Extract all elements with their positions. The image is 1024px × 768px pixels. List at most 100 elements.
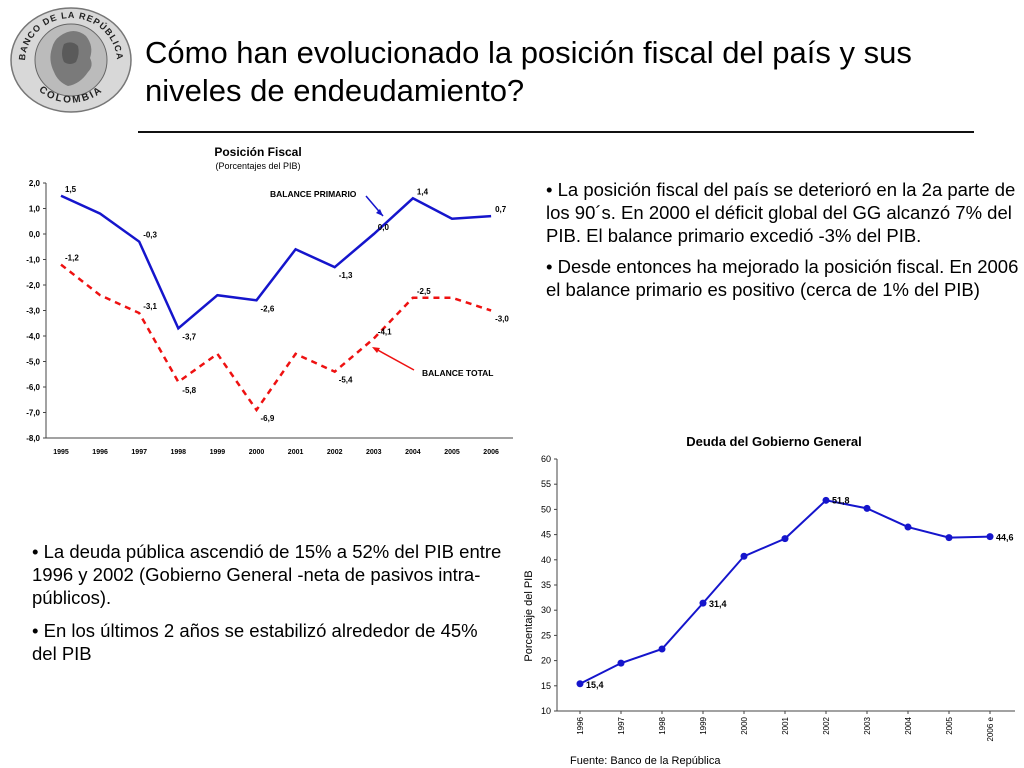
fiscal-y-tick-label: 0,0 (29, 230, 41, 239)
fiscal-position-chart: Posición Fiscal (Porcentajes del PIB) 2,… (8, 136, 520, 468)
fiscal-x-tick-label: 1996 (92, 449, 108, 456)
debt-bullet-2: En los últimos 2 años se estabilizó alre… (32, 619, 502, 665)
debt-y-tick-label: 10 (541, 706, 551, 716)
fiscal-y-tick-label: -4,0 (26, 332, 40, 341)
fiscal-chart-title: Posición Fiscal (214, 145, 301, 159)
debt-y-tick-label: 60 (541, 454, 551, 464)
debt-y-tick-label: 30 (541, 605, 551, 615)
debt-y-tick-label: 50 (541, 504, 551, 514)
balance-total-arrow (373, 347, 415, 371)
debt-x-tick-label: 1999 (699, 716, 708, 734)
debt-x-tick-label: 2005 (945, 716, 954, 734)
balance-primario-data-label: 0,0 (378, 223, 390, 232)
balance-total-data-label: -5,4 (339, 376, 353, 385)
fiscal-y-tick-label: -6,0 (26, 383, 40, 392)
chart-background (8, 136, 520, 468)
debt-y-tick-label: 20 (541, 656, 551, 666)
debt-point (699, 599, 707, 607)
debt-data-label: 15,4 (586, 680, 604, 690)
debt-data-label: 31,4 (709, 599, 727, 609)
debt-point (740, 552, 748, 560)
fiscal-bullet-1: La posición fiscal del país se deterioró… (546, 178, 1021, 247)
debt-data-label: 44,6 (996, 533, 1014, 543)
fiscal-y-tick-label: -3,0 (26, 307, 40, 316)
debt-x-tick-label: 2001 (781, 716, 790, 734)
fiscal-chart-subtitle: (Porcentajes del PIB) (215, 161, 300, 171)
debt-line (579, 499, 991, 685)
debt-point (986, 533, 994, 541)
balance-primario-annotation: BALANCE PRIMARIO (270, 189, 357, 199)
fiscal-x-tick-label: 2001 (288, 449, 304, 456)
fiscal-x-tick-label: 1998 (171, 449, 187, 456)
debt-point (781, 535, 789, 543)
fiscal-x-tick-label: 2002 (327, 449, 343, 456)
fiscal-x-tick-label: 1995 (53, 449, 69, 456)
balance-total-data-label: -6,9 (261, 414, 275, 423)
debt-chart-title: Deuda del Gobierno General (686, 434, 862, 449)
fiscal-y-tick-label: -7,0 (26, 409, 40, 418)
debt-x-tick-label: 2002 (822, 716, 831, 734)
fiscal-bullets: La posición fiscal del país se deterioró… (546, 178, 1021, 309)
debt-y-tick-label: 40 (541, 555, 551, 565)
debt-x-tick-label: 2003 (863, 716, 872, 734)
fiscal-x-tick-label: 2004 (405, 449, 421, 456)
balance-total-data-label: -5,8 (182, 386, 196, 395)
debt-y-tick-label: 25 (541, 630, 551, 640)
fiscal-bullet-2: Desde entonces ha mejorado la posición f… (546, 255, 1021, 301)
fiscal-y-tick-label: -5,0 (26, 358, 40, 367)
debt-point (658, 645, 666, 653)
central-bank-logo: BANCO DE LA REPÚBLICA COLOMBIA (10, 7, 132, 113)
central-bank-seal-icon (50, 31, 92, 86)
debt-x-tick-label: 2006 e (986, 716, 995, 741)
debt-x-tick-label: 1996 (576, 716, 585, 734)
fiscal-x-tick-label: 2006 (483, 449, 499, 456)
fiscal-x-tick-label: 1999 (210, 449, 226, 456)
fiscal-x-tick-label: 1997 (131, 449, 147, 456)
debt-bullet-1: La deuda pública ascendió de 15% a 52% d… (32, 540, 502, 609)
debt-point (822, 496, 830, 504)
balance-primario-data-label: 1,4 (417, 187, 429, 196)
balance-primario-data-label: -0,3 (143, 231, 157, 240)
balance-total-data-label: -3,1 (143, 302, 157, 311)
debt-data-label: 51,8 (832, 495, 850, 505)
fiscal-y-tick-label: 2,0 (29, 179, 41, 188)
slide-title: Cómo han evolucionado la posición fiscal… (145, 35, 912, 108)
debt-y-tick-label: 55 (541, 479, 551, 489)
balance-total-annotation: BALANCE TOTAL (422, 368, 493, 378)
debt-y-tick-label: 35 (541, 580, 551, 590)
balance-total-data-label: -1,2 (65, 254, 79, 263)
balance-primario-data-label: -2,6 (261, 304, 275, 313)
balance-total-data-label: -4,1 (378, 328, 392, 337)
fiscal-y-tick-label: 1,0 (29, 205, 41, 214)
balance-total-data-label: -2,5 (417, 287, 431, 296)
balance-total-arrow-head (372, 347, 380, 353)
debt-y-tick-label: 15 (541, 681, 551, 691)
balance-total-data-label: -3,0 (495, 315, 509, 324)
debt-x-tick-label: 1998 (658, 716, 667, 734)
fiscal-y-tick-label: -8,0 (26, 434, 40, 443)
debt-point (945, 534, 953, 542)
debt-y-tick-label: 45 (541, 530, 551, 540)
balance-primario-data-label: -1,3 (339, 271, 353, 280)
debt-point (576, 680, 584, 688)
debt-x-tick-label: 2004 (904, 716, 913, 734)
balance-primario-line (60, 194, 492, 331)
balance-primario-data-label: -3,7 (182, 332, 196, 341)
source-note: Fuente: Banco de la República (570, 755, 721, 767)
balance-primario-data-label: 1,5 (65, 185, 77, 194)
balance-primario-data-label: 0,7 (495, 205, 507, 214)
fiscal-x-tick-label: 2005 (444, 449, 460, 456)
debt-bullets: La deuda pública ascendió de 15% a 52% d… (32, 540, 502, 675)
debt-y-axis-label: Porcentaje del PIB (523, 570, 535, 661)
fiscal-y-tick-label: -1,0 (26, 256, 40, 265)
fiscal-y-tick-label: -2,0 (26, 281, 40, 290)
debt-x-tick-label: 2000 (740, 716, 749, 734)
debt-x-tick-label: 1997 (617, 716, 626, 734)
fiscal-x-tick-label: 2000 (249, 449, 265, 456)
government-debt-chart: Deuda del Gobierno General Porcentaje de… (523, 434, 1015, 767)
debt-point (904, 523, 912, 531)
debt-point (863, 504, 871, 512)
balance-total-line (60, 263, 492, 413)
balance-primario-arrow-head (376, 209, 383, 216)
fiscal-x-tick-label: 2003 (366, 449, 382, 456)
